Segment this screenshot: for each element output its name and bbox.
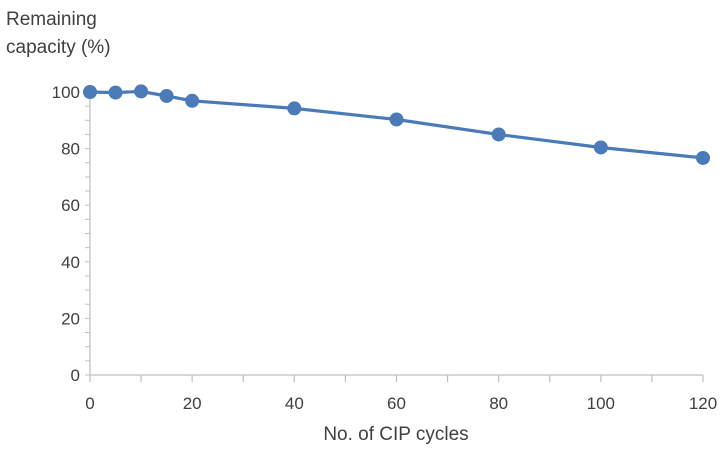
data-point — [108, 85, 123, 100]
data-point — [83, 85, 97, 99]
y-tick-label: 20 — [61, 309, 80, 328]
axes — [85, 91, 704, 382]
data-point — [389, 112, 404, 127]
data-point — [134, 84, 149, 99]
data-point — [185, 93, 200, 108]
x-tick-label: 100 — [587, 394, 615, 413]
series-line — [89, 89, 704, 160]
y-axis-title: Remaining capacity (%) — [6, 9, 111, 58]
data-point — [159, 88, 174, 103]
x-axis-title: No. of CIP cycles — [323, 424, 469, 445]
y-tick-label: 100 — [52, 83, 80, 102]
x-tick-label: 40 — [285, 394, 304, 413]
x-tick-label: 80 — [489, 394, 508, 413]
y-tick-label: 60 — [61, 196, 80, 215]
data-points — [83, 84, 710, 165]
tick-labels: 0 20 40 60 80 100 120 0 20 40 60 80 100 — [52, 83, 718, 413]
series-lines — [89, 89, 704, 160]
data-point — [593, 140, 608, 155]
y-tick-label: 80 — [61, 140, 80, 159]
y-tick-label: 40 — [61, 253, 80, 272]
x-tick-label: 60 — [387, 394, 406, 413]
data-point — [491, 127, 506, 142]
x-tick-label: 20 — [183, 394, 202, 413]
x-tick-label: 120 — [689, 394, 717, 413]
y-tick-label: 0 — [71, 366, 80, 385]
data-point — [287, 101, 302, 116]
x-tick-label: 0 — [85, 394, 94, 413]
data-point — [696, 150, 710, 165]
